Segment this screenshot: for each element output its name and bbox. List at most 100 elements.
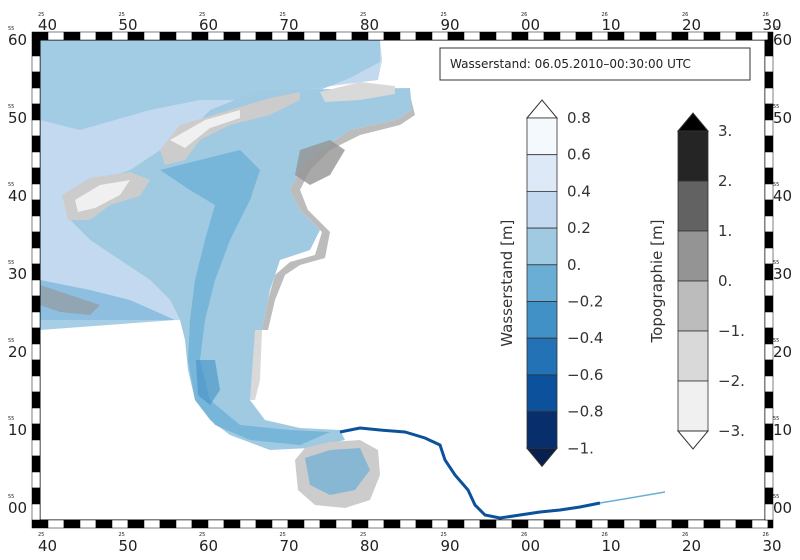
y-label-left: 50 bbox=[8, 109, 27, 127]
frame-segment-bottom bbox=[47, 519, 65, 529]
y-label-left: 00 bbox=[8, 499, 27, 517]
colorbar-top-arrow bbox=[525, 99, 559, 119]
frame-segment-bottom bbox=[415, 519, 433, 529]
y-minor-label-left: 55 bbox=[8, 182, 14, 188]
frame-segment-right bbox=[764, 183, 774, 201]
river-upper bbox=[599, 491, 666, 504]
frame-segment-bottom bbox=[383, 519, 401, 529]
frame-segment-left bbox=[31, 375, 41, 393]
y-label-left: 40 bbox=[8, 187, 27, 205]
frame-segment-left bbox=[31, 39, 41, 57]
x-label-top: 60 bbox=[199, 16, 218, 34]
frame-segment-left bbox=[31, 487, 41, 505]
colorbar-swatch bbox=[526, 227, 558, 266]
frame-segment-top bbox=[495, 31, 513, 41]
y-minor-label-right: 55 bbox=[773, 104, 779, 110]
shoal-west bbox=[40, 285, 100, 315]
frame-segment-bottom bbox=[431, 519, 449, 529]
colorbar-label: Wasserstand [m] bbox=[498, 220, 516, 347]
frame-segment-left bbox=[31, 439, 41, 457]
frame-segment-left bbox=[31, 103, 41, 121]
frame-segment-right bbox=[764, 103, 774, 121]
x-label-bottom: 60 bbox=[199, 537, 218, 555]
colorbar-tick-label: −0.8 bbox=[567, 403, 603, 421]
frame-segment-bottom bbox=[191, 519, 209, 529]
frame-segment-top bbox=[239, 31, 257, 41]
frame-segment-left bbox=[31, 391, 41, 409]
frame-segment-bottom bbox=[719, 519, 737, 529]
frame-segment-top bbox=[399, 31, 417, 41]
map-title: Wasserstand: 06.05.2010–00:30:00 UTC bbox=[450, 57, 691, 71]
frame-segment-bottom bbox=[367, 519, 385, 529]
frame-segment-left bbox=[31, 87, 41, 105]
frame-segment-top bbox=[639, 31, 657, 41]
bank-middle bbox=[250, 330, 262, 400]
y-minor-label-right: 55 bbox=[773, 26, 779, 32]
frame-segment-top bbox=[575, 31, 593, 41]
colorbar-swatch bbox=[526, 154, 558, 192]
colorbar-swatch bbox=[677, 380, 709, 432]
frame-segment-top bbox=[175, 31, 193, 41]
y-minor-label-right: 55 bbox=[773, 416, 779, 422]
frame-segment-left bbox=[31, 327, 41, 345]
colorbar-swatch bbox=[677, 180, 709, 232]
x-minor-label-top: 26 bbox=[682, 12, 688, 18]
frame-segment-left bbox=[31, 263, 41, 281]
x-label-bottom: 10 bbox=[602, 537, 621, 555]
x-minor-label-bottom: 25 bbox=[199, 532, 205, 538]
frame-segment-top bbox=[415, 31, 433, 41]
colorbar-tick-label: 0.2 bbox=[567, 219, 591, 237]
frame-segment-top bbox=[479, 31, 497, 41]
colorbar-tick-label: 2. bbox=[718, 172, 732, 190]
frame-segment-left bbox=[31, 455, 41, 473]
colorbar-tick-label: 3. bbox=[718, 122, 732, 140]
frame-segment-right bbox=[764, 311, 774, 329]
colorbar-tick-label: 1. bbox=[718, 222, 732, 240]
colorbar-tick-label: 0.4 bbox=[567, 182, 591, 200]
frame-segment-top bbox=[95, 31, 113, 41]
frame-segment-bottom bbox=[335, 519, 353, 529]
y-minor-label-left: 55 bbox=[8, 338, 14, 344]
frame-segment-right bbox=[764, 455, 774, 473]
frame-segment-right bbox=[764, 343, 774, 361]
x-label-top: 20 bbox=[682, 16, 701, 34]
frame-segment-bottom bbox=[95, 519, 113, 529]
frame-segment-bottom bbox=[479, 519, 497, 529]
frame-segment-bottom bbox=[287, 519, 305, 529]
colorbar-swatch bbox=[677, 280, 709, 332]
frame-segment-bottom bbox=[495, 519, 513, 529]
shoal-inner bbox=[196, 360, 220, 405]
x-minor-label-top: 25 bbox=[38, 12, 44, 18]
frame-segment-right bbox=[764, 263, 774, 281]
frame-segment-bottom bbox=[175, 519, 193, 529]
x-minor-label-top: 25 bbox=[199, 12, 205, 18]
y-minor-label-left: 55 bbox=[8, 416, 14, 422]
frame-segment-bottom bbox=[543, 519, 561, 529]
frame-segment-right bbox=[764, 487, 774, 505]
frame-segment-top bbox=[335, 31, 353, 41]
frame-segment-right bbox=[764, 39, 774, 57]
frame-segment-left bbox=[31, 215, 41, 233]
coast-east bbox=[262, 95, 415, 330]
colorbar-tick-label: −0.2 bbox=[567, 293, 603, 311]
y-minor-label-right: 55 bbox=[773, 338, 779, 344]
frame-segment-right bbox=[764, 359, 774, 377]
y-minor-label-right: 55 bbox=[773, 260, 779, 266]
frame-segment-top bbox=[655, 31, 673, 41]
colorbar-swatch bbox=[677, 130, 709, 182]
island-north bbox=[160, 92, 300, 165]
x-minor-label-top: 25 bbox=[119, 12, 125, 18]
x-label-top: 40 bbox=[38, 16, 57, 34]
frame-segment-top bbox=[79, 31, 97, 41]
frame-segment-right bbox=[764, 55, 774, 73]
x-label-bottom: 00 bbox=[521, 537, 540, 555]
colorbar-top-arrow bbox=[676, 112, 710, 132]
x-minor-label-top: 26 bbox=[521, 12, 527, 18]
sea-mid bbox=[40, 40, 380, 130]
frame-segment-right bbox=[764, 119, 774, 137]
colorbar-tick-label: 0.8 bbox=[567, 109, 591, 127]
frame-segment-top bbox=[319, 31, 337, 41]
colorbar-swatch bbox=[677, 330, 709, 382]
x-minor-label-top: 25 bbox=[280, 12, 286, 18]
